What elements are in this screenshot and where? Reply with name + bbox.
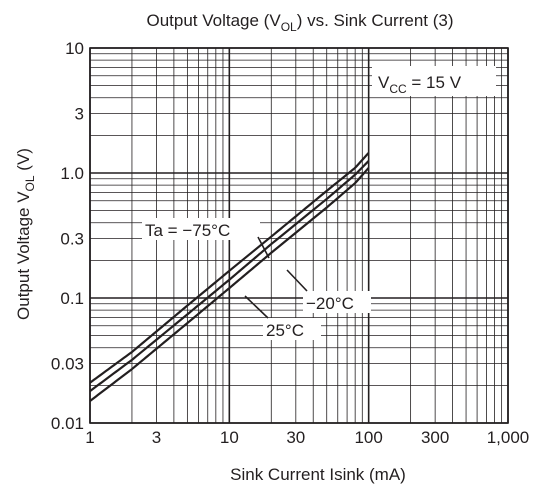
x-tick-label: 300 <box>421 428 449 447</box>
x-axis-label: Sink Current Isink (mA) <box>230 465 406 484</box>
series-leader-3 <box>245 296 268 318</box>
y-tick-label: 3 <box>75 104 84 123</box>
y-tick-label: 0.3 <box>60 229 84 248</box>
chart-title-sub: OL <box>281 20 297 34</box>
y-tick-label: 0.1 <box>60 289 84 308</box>
x-tick-label: 10 <box>220 428 239 447</box>
chart-title: Output Voltage (VOL) vs. Sink Current (3… <box>146 11 453 34</box>
x-tick-label: 30 <box>286 428 305 447</box>
x-tick-label: 100 <box>354 428 382 447</box>
y-tick-label: 10 <box>65 39 84 58</box>
y-tick-label: 1.0 <box>60 164 84 183</box>
series-label-ta-75: Ta = −75°C <box>145 221 230 240</box>
series-leader-2 <box>287 270 307 291</box>
tick-labels: 1 3 10 30 100 300 1,000 10 3 1.0 0.3 0.1 0.03 0.01 <box>51 39 529 447</box>
x-tick-label: 1 <box>85 428 94 447</box>
series-label-25: 25°C <box>266 321 304 340</box>
y-axis-label: Output Voltage VOL (V) <box>14 148 37 320</box>
x-tick-label: 3 <box>152 428 161 447</box>
y-tick-label: 0.01 <box>51 414 84 433</box>
y-tick-label: 0.03 <box>51 354 84 373</box>
x-tick-label: 1,000 <box>487 428 530 447</box>
series-label-neg20: −20°C <box>306 294 354 313</box>
